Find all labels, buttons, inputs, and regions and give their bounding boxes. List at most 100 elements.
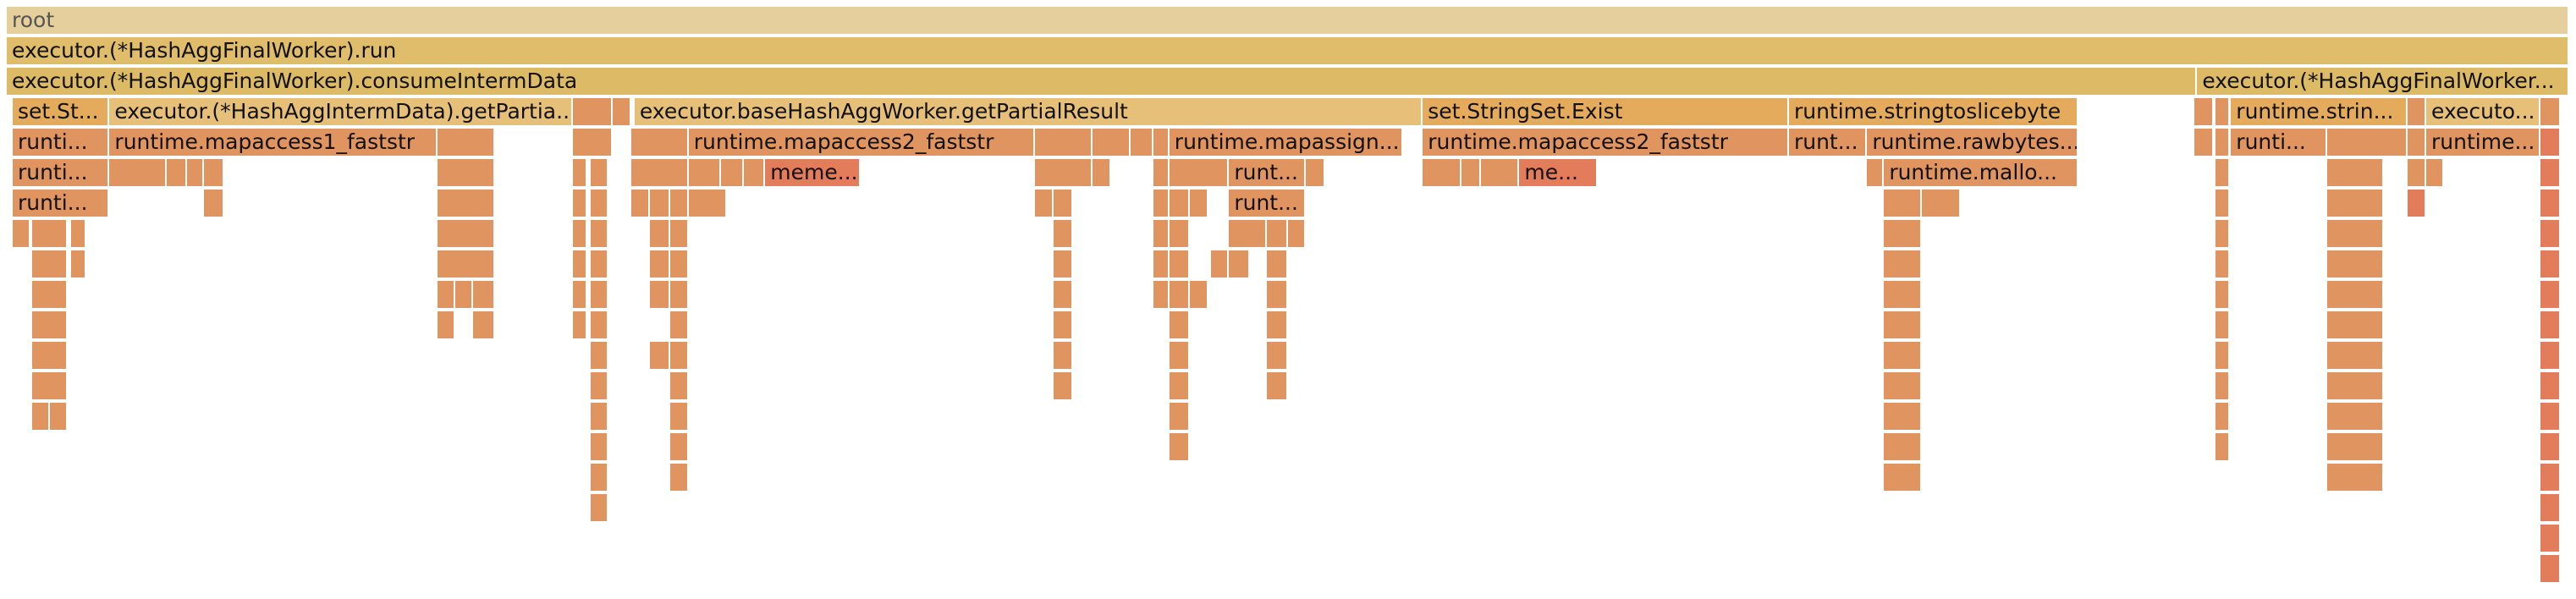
stack-frame[interactable] — [1884, 372, 1923, 401]
stack-frame[interactable] — [473, 311, 495, 340]
stack-frame[interactable] — [2326, 220, 2385, 249]
stack-frame[interactable] — [631, 190, 651, 218]
stack-frame[interactable] — [1053, 250, 1073, 279]
stack-frame[interactable] — [2540, 159, 2561, 188]
stack-frame[interactable] — [438, 129, 495, 157]
stack-frame[interactable] — [1169, 190, 1190, 218]
stack-frame[interactable] — [1153, 281, 1170, 310]
stack-frame[interactable] — [2326, 190, 2385, 218]
stack-frame[interactable] — [1884, 433, 1923, 462]
stack-frame[interactable] — [2326, 159, 2385, 188]
stack-frame[interactable] — [438, 220, 495, 249]
stack-frame[interactable] — [1053, 281, 1073, 310]
stack-frame[interactable] — [2194, 98, 2215, 127]
stack-frame[interactable] — [454, 281, 474, 310]
stack-frame[interactable] — [650, 342, 671, 371]
stack-frame[interactable] — [1461, 159, 1481, 188]
stack-frame[interactable] — [572, 159, 588, 188]
stack-frame[interactable] — [166, 159, 187, 188]
stack-frame[interactable] — [2326, 311, 2385, 340]
stack-frame[interactable] — [1867, 159, 1885, 188]
stack-frame[interactable] — [1288, 220, 1307, 249]
stack-frame[interactable]: runti... — [12, 129, 110, 157]
stack-frame[interactable] — [2326, 342, 2385, 371]
stack-frame[interactable] — [1211, 250, 1230, 279]
stack-frame[interactable] — [1093, 129, 1131, 157]
stack-frame[interactable] — [572, 311, 588, 340]
stack-frame[interactable] — [12, 220, 30, 249]
stack-frame[interactable] — [70, 250, 87, 279]
stack-frame[interactable] — [1053, 190, 1073, 218]
stack-frame[interactable] — [438, 250, 495, 279]
stack-frame[interactable] — [688, 159, 721, 188]
stack-frame[interactable] — [1169, 403, 1190, 431]
stack-frame[interactable] — [31, 403, 50, 431]
stack-frame[interactable]: meme... — [765, 159, 861, 188]
stack-frame[interactable] — [2540, 342, 2561, 371]
stack-frame[interactable] — [670, 403, 689, 431]
stack-frame[interactable] — [591, 372, 609, 401]
stack-frame[interactable]: executor.(*HashAggIntermData).getPartia.… — [109, 98, 573, 127]
stack-frame[interactable] — [1169, 250, 1190, 279]
stack-frame[interactable] — [2326, 250, 2385, 279]
stack-frame[interactable] — [1884, 220, 1923, 249]
stack-frame[interactable] — [2215, 250, 2231, 279]
stack-frame[interactable] — [1169, 342, 1190, 371]
stack-frame[interactable] — [1131, 129, 1153, 157]
stack-frame[interactable]: runt... — [1229, 159, 1307, 188]
stack-frame[interactable]: executor.baseHashAggWorker.getPartialRes… — [634, 98, 1423, 127]
stack-frame[interactable] — [670, 311, 689, 340]
stack-frame[interactable] — [650, 250, 671, 279]
stack-frame[interactable] — [591, 342, 609, 371]
stack-frame[interactable] — [438, 311, 455, 340]
stack-frame[interactable] — [670, 281, 689, 310]
stack-frame[interactable] — [572, 98, 614, 127]
stack-frame[interactable] — [1153, 159, 1170, 188]
stack-frame[interactable] — [1153, 250, 1170, 279]
stack-frame[interactable] — [203, 190, 224, 218]
stack-frame[interactable]: executo... — [2426, 98, 2541, 127]
stack-frame[interactable] — [1884, 311, 1923, 340]
stack-frame[interactable] — [70, 220, 87, 249]
stack-frame[interactable]: runti... — [2231, 129, 2327, 157]
stack-frame[interactable] — [109, 159, 167, 188]
stack-frame[interactable]: runt... — [1788, 129, 1868, 157]
stack-frame[interactable] — [2215, 372, 2231, 401]
stack-frame[interactable] — [31, 250, 68, 279]
stack-frame[interactable] — [2215, 403, 2231, 431]
stack-frame[interactable] — [1169, 281, 1190, 310]
stack-frame[interactable] — [1189, 190, 1209, 218]
stack-frame[interactable] — [591, 159, 609, 188]
stack-frame[interactable] — [670, 372, 689, 401]
stack-frame[interactable] — [2326, 464, 2385, 492]
stack-frame[interactable] — [591, 403, 609, 431]
stack-frame[interactable] — [2326, 403, 2385, 431]
stack-frame[interactable] — [186, 159, 204, 188]
stack-frame[interactable] — [1169, 311, 1190, 340]
stack-frame[interactable] — [1153, 220, 1170, 249]
stack-frame[interactable]: runtime.mapaccess1_faststr — [109, 129, 438, 157]
stack-frame[interactable] — [2326, 281, 2385, 310]
stack-frame[interactable]: runtime.rawbytes... — [1867, 129, 2079, 157]
stack-frame[interactable] — [2215, 281, 2231, 310]
stack-frame[interactable] — [1189, 281, 1209, 310]
stack-frame[interactable] — [591, 250, 609, 279]
stack-frame[interactable] — [31, 281, 68, 310]
stack-frame[interactable] — [720, 159, 744, 188]
stack-frame[interactable] — [2215, 159, 2231, 188]
stack-frame[interactable] — [688, 190, 727, 218]
stack-frame[interactable]: runti... — [12, 190, 110, 218]
stack-frame[interactable] — [1169, 433, 1190, 462]
stack-frame[interactable] — [203, 159, 224, 188]
stack-frame[interactable] — [2326, 433, 2385, 462]
stack-frame[interactable] — [670, 342, 689, 371]
stack-frame[interactable] — [438, 190, 495, 218]
stack-frame[interactable] — [1884, 464, 1923, 492]
stack-frame[interactable] — [31, 220, 68, 249]
stack-frame[interactable] — [2215, 129, 2231, 157]
stack-frame[interactable] — [650, 220, 671, 249]
stack-frame[interactable] — [1153, 190, 1170, 218]
stack-frame[interactable] — [2326, 129, 2408, 157]
stack-frame[interactable] — [2540, 220, 2561, 249]
stack-frame[interactable] — [2407, 98, 2427, 127]
